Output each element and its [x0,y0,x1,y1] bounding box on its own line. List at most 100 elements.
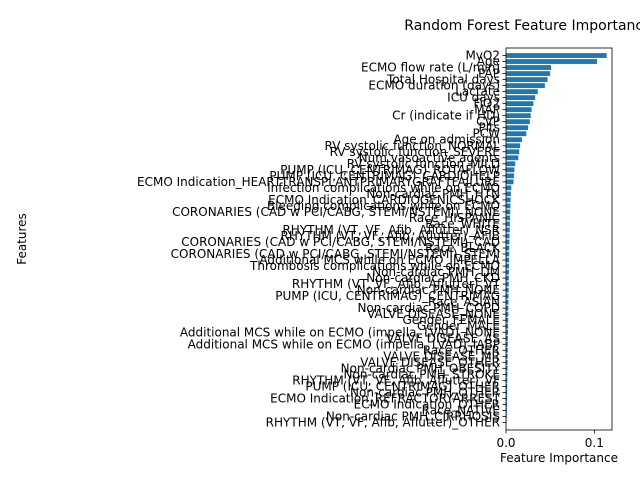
y-tick-marks [502,55,506,423]
bar [506,215,511,221]
y-tick-label: Gender_FEMALE [402,313,500,327]
chart-title: Random Forest Feature Importance [404,18,640,34]
bar [506,371,508,377]
bar [506,185,512,191]
bar [506,287,509,293]
bar [506,402,507,407]
y-axis-label: Features [15,213,29,265]
bar [506,167,515,173]
y-tick-label: Race_BLACK [425,241,501,255]
y-tick-label: VALVE DISEASE_OTHER [360,355,500,369]
y-tick-label: PUMP (ICU, CENTRIMAG)_CENTRIMAG [275,289,500,303]
bar [506,119,530,125]
bar [506,317,509,323]
y-tick-label: Non-cardiac PMH_DM [372,265,500,279]
y-tick-label: PAP [478,67,500,81]
y-tick-label: FiO2 [474,97,500,111]
bar [506,173,514,179]
y-tick-label: PUMP (ICU, CENTRIMAG)_OTHER [305,379,500,393]
y-tick-label: Non-cardiac PMH_STROKE [344,367,500,381]
y-tick-label: PCW [473,127,501,141]
bar [506,131,527,137]
bar [506,305,509,311]
y-tick-label: ECMO duration (days) [368,79,500,93]
bar [506,179,514,185]
bar [506,221,510,227]
y-tick-label: VALVE DISEASE_NONE [367,307,500,321]
bar [506,77,548,82]
y-tick-label: Num vasoactive agents [359,151,500,165]
bar [506,329,509,335]
y-tick-label: ECMO Indication_OTHER [354,397,500,411]
y-tick-label: Total Hospital days [386,73,500,87]
y-tick-label: Non-cardiac PMH_NONE [357,283,500,297]
bar [506,390,508,395]
y-tick-label: ECMO flow rate (L/min) [361,61,500,75]
y-tick-label: Race_WHITE [425,217,500,231]
y-tick-label: RHYTHM (VT, VF, Afib, Aflutter)_NSR [282,223,500,237]
y-tick-label: PUMP (ICU, CENTRIMAG)_CARDIOHELP [269,169,500,183]
bar [506,95,536,101]
bar [506,209,511,215]
y-tick-label: Age [477,55,500,69]
y-tick-label: Non-cardiac PMH_CKD [366,271,500,285]
y-tick-label: Additional MCS while on ECMO_IMPELLA [259,253,500,267]
bar [506,107,532,113]
x-axis-label: Feature Importance [500,451,618,465]
bar [506,161,516,167]
bar [506,269,509,275]
bar [506,227,510,233]
y-tick-label: Plts [478,121,500,135]
y-tick-label: PUMP (ICU, CENTRIMAG)_ROTAFLOW [280,163,500,177]
y-tick-label: CORONARIES (CAD w PCI/CABG, STEMI/NSTEMI… [181,235,500,249]
y-tick-label: RV systolic function_SEVERE [330,145,500,159]
bar [506,383,508,389]
y-tick-label: RV systolic function_NORMAL [325,139,501,153]
y-tick-label: Non-cardiac PMH_HTN [366,187,500,201]
y-tick-label: Non-cardiac PMH_OTHER [350,385,500,399]
bar [506,396,508,401]
y-tick-label: ECMO Indication_CARDIOGENICSHOCK [268,193,501,207]
y-tick-label: Race_NATIVE [422,403,500,417]
bar [506,359,508,365]
y-tick-label: Infection complications while on ECMO [267,181,500,195]
y-tick-label: ICU days [447,91,500,105]
bar [506,143,521,149]
bar [506,239,510,245]
bar [506,71,551,76]
bar [506,275,509,281]
bar [506,245,510,251]
bar [506,203,511,209]
bar [506,191,511,197]
y-tick-label: CVP [476,115,500,129]
bar [506,341,508,347]
y-tick-label: Non-cardiac PMH_OBESITY [341,361,501,375]
bar [506,353,508,359]
y-tick-label: CORONARIES (CAD w PCI/CABG, STEMI/NSTEMI… [171,247,500,261]
bar [506,233,510,239]
x-tick-label: 0.1 [585,436,604,450]
y-tick-label: Additional MCS while on ECMO (impella, L… [180,325,500,339]
y-tick-label: VALVE DISEASE_MR [383,349,500,363]
bar [506,155,519,161]
bar [506,83,545,88]
bar [506,101,534,107]
bar [506,137,522,143]
y-tick-label: ECMO Indication_REFRACTORYARREST [270,391,500,405]
bar [506,197,511,203]
bar [506,89,538,95]
y-tick-label: CORONARIES (CAD w PCI/CABG, STEMI/NSTEMI… [172,205,500,219]
y-tick-label: RHYTHM (VT, VF, Afib, Aflutter)_VT [292,277,501,291]
y-tick-label: ECMO Indication_HEARTTRANSPLANTPRIMARYGR… [137,175,500,189]
y-tick-label: Non-cardiac PMH_COPD [357,301,500,315]
y-tick-label: RHYTHM (VT, VF, Afib, Aflutter)_OTHER [266,415,500,429]
y-tick-label: VALVE DISEASE_AS [386,331,500,345]
bar [506,149,520,155]
bar [506,59,597,64]
bar [506,263,510,269]
y-tick-label: Non-cardiac PMH_CIRRHOSIS [326,409,500,423]
y-tick-label: Cr (indicate if HD) [392,109,500,123]
plot-frame [505,47,613,431]
